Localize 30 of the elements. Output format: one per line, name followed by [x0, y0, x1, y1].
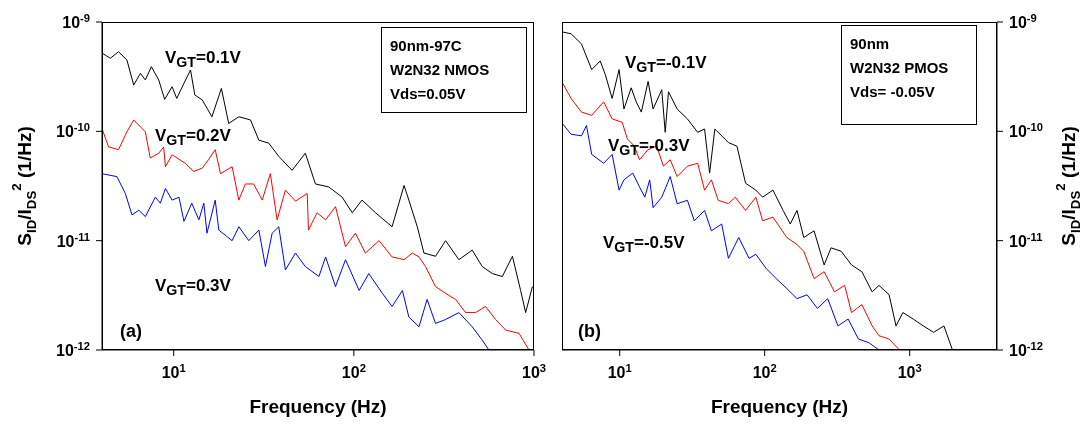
y-tick-label: 10$^{-9}$ — [62, 12, 90, 31]
y-tick-label: 10$^{-12}$ — [1009, 340, 1043, 359]
annotation: Vds=0.05V — [390, 84, 467, 104]
x-axis-title: Frequency (Hz) — [249, 396, 387, 417]
y-tick-label: 10$^{-11}$ — [56, 230, 90, 250]
x-tick-label: 10$^{3}$ — [521, 362, 547, 381]
series-label: V$_{GT}$=0.2V — [155, 126, 231, 149]
y-tick-label: 10$^{-10}$ — [1009, 121, 1043, 141]
annotation: (a) — [120, 321, 142, 342]
x-tick-label: 10$^{3}$ — [897, 362, 922, 381]
x-axis-title: Frequency (Hz) — [710, 396, 849, 417]
text: V$_{GT}$=0.3V — [155, 276, 231, 299]
annotation: 90nm — [850, 34, 891, 54]
y-tick-label: 10$^{-11}$ — [1009, 230, 1043, 250]
series-label: V$_{GT}$=-0.5V — [603, 233, 685, 256]
annotation: W2N32 NMOS — [390, 60, 491, 80]
x-tick-label: 10$^{2}$ — [752, 362, 777, 381]
series-label: V$_{GT}$=-0.1V — [625, 53, 707, 76]
x-tick-label: 10$^{2}$ — [341, 362, 366, 381]
y-tick-label: 10$^{-10}$ — [56, 121, 90, 141]
annotation: 90nm-97C — [390, 36, 463, 56]
x-tick-label: 10$^{1}$ — [607, 362, 632, 381]
y-tick-label: 10$^{-9}$ — [1009, 12, 1037, 31]
annotation: Vds= -0.05V — [850, 82, 936, 102]
annotation: (b) — [578, 321, 601, 342]
series-label: V$_{GT}$=0.1V — [165, 48, 241, 71]
x-tick-label: 10$^{1}$ — [161, 362, 186, 381]
series-label: V$_{GT}$=-0.3V — [608, 136, 690, 159]
y-tick-label: 10$^{-12}$ — [56, 340, 90, 359]
annotation: W2N32 PMOS — [850, 58, 950, 78]
